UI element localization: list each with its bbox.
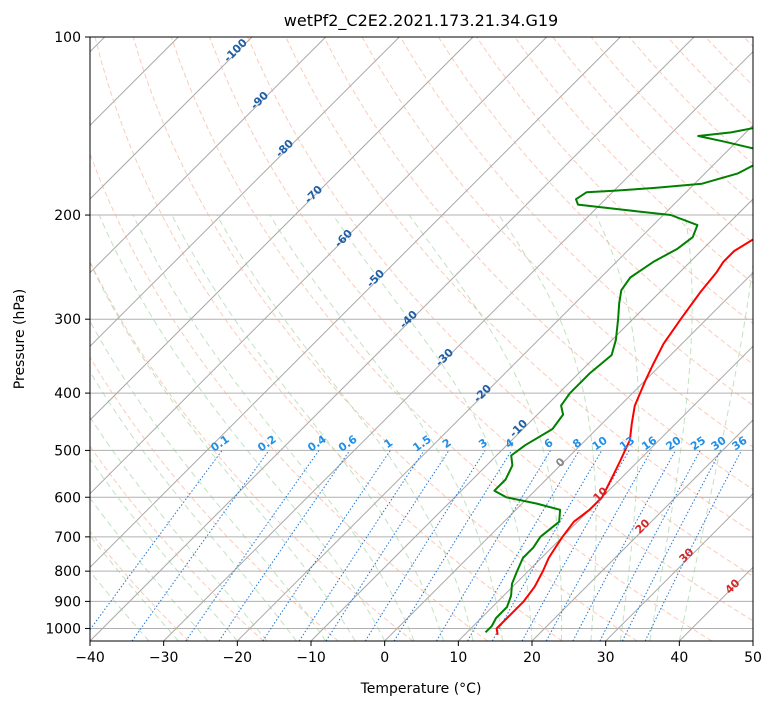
mixing-ratio-line	[572, 450, 676, 641]
dry-adiabat	[94, 37, 563, 641]
isotherm-line	[90, 37, 695, 641]
isotherm-line	[236, 124, 753, 641]
moist-adiabat	[649, 214, 693, 641]
y-tick-label: 300	[54, 312, 81, 328]
x-tick-label: 10	[449, 650, 467, 666]
moist-adiabat	[98, 214, 386, 641]
y-tick-label: 700	[54, 530, 81, 546]
isotherm-line	[90, 37, 548, 495]
dry-adiabat	[132, 37, 638, 641]
y-tick-label: 1000	[45, 621, 81, 637]
moist-adiabat	[678, 260, 753, 641]
y-tick-label: 400	[54, 386, 81, 402]
mixing-ratio-line	[325, 450, 450, 641]
x-axis-title: Temperature (°C)	[360, 681, 482, 697]
dry-adiabat	[170, 37, 712, 641]
y-axis-title: Pressure (hPa)	[12, 289, 28, 389]
x-tick-label: −20	[223, 650, 253, 666]
mixing-ratio-line	[298, 450, 425, 641]
x-tick-label: 40	[670, 650, 688, 666]
dry-adiabat	[514, 37, 753, 284]
dry-adiabat	[90, 445, 264, 641]
moist-adiabat	[132, 214, 415, 641]
isotherm-line	[90, 37, 474, 421]
dry-adiabat	[90, 260, 414, 641]
temperature-line	[495, 238, 753, 635]
x-axis-ticks: −40 −30 −20 −10 0 10 20 30 40 50	[75, 641, 762, 666]
x-tick-label: −40	[75, 650, 105, 666]
moist-adiabat	[90, 458, 238, 641]
y-tick-label: 600	[54, 490, 81, 506]
moist-adiabat	[90, 370, 297, 641]
moist-adiabat	[498, 214, 597, 641]
x-tick-label: 20	[523, 650, 541, 666]
dry-adiabat	[90, 356, 339, 641]
y-tick-label: 200	[54, 208, 81, 224]
mixing-ratio-line	[185, 450, 320, 641]
y-tick-label: 800	[54, 564, 81, 580]
x-tick-label: −30	[149, 650, 179, 666]
isotherm-line	[90, 37, 253, 200]
x-tick-label: 0	[380, 650, 389, 666]
isotherm-line	[90, 37, 400, 348]
isotherm-line	[90, 37, 621, 569]
mixing-ratio-line	[364, 450, 486, 641]
dewpoint-line	[484, 127, 753, 634]
y-tick-label: 500	[54, 443, 81, 459]
isotherm-line	[384, 271, 753, 641]
isotherm-line	[605, 492, 753, 641]
dry-adiabat	[437, 37, 753, 365]
chart-title: wetPf2_C2E2.2021.173.21.34.G19	[284, 11, 558, 31]
mixing-ratio-line	[218, 450, 351, 641]
dry-adiabat	[247, 37, 753, 577]
dry-adiabat	[209, 37, 753, 622]
moist-adiabats	[90, 214, 753, 641]
mixing-ratio-line	[621, 450, 722, 641]
mixing-ratio-line	[435, 450, 552, 641]
y-tick-label: 100	[54, 30, 81, 46]
dry-adiabat	[90, 152, 488, 641]
moist-adiabat	[90, 320, 327, 641]
moist-adiabat	[90, 497, 209, 641]
isotherm-line	[531, 419, 753, 641]
x-tick-label: 50	[744, 650, 762, 666]
dry-adiabats	[90, 37, 753, 641]
dry-adiabat	[90, 530, 190, 641]
y-axis-ticks: 100 200 300 400 500 600 700 800 900 1000	[45, 30, 90, 637]
x-tick-label: −10	[296, 650, 326, 666]
moist-adiabat	[90, 261, 356, 641]
pressure-gridlines	[90, 37, 753, 629]
moist-adiabat	[90, 416, 268, 641]
moist-adiabat	[595, 214, 640, 641]
mixing-ratio-line	[393, 450, 513, 641]
sounding-series	[484, 127, 753, 635]
moist-adiabat	[171, 214, 445, 641]
moist-adiabat	[269, 214, 503, 641]
mixing-ratio-line	[131, 450, 270, 641]
plot-frame	[89, 36, 754, 642]
isotherm-line	[163, 50, 753, 641]
mixing-ratio-line	[599, 450, 701, 641]
mixing-ratio-line	[545, 450, 652, 641]
mixing-ratio-line	[644, 450, 742, 641]
mixing-ratio-line	[262, 450, 391, 641]
x-tick-label: 30	[597, 650, 615, 666]
isotherm-line	[90, 37, 327, 274]
dry-adiabat	[399, 37, 753, 407]
moist-adiabat	[216, 214, 474, 641]
y-tick-label: 900	[54, 594, 81, 610]
mixing-ratio-line	[90, 450, 223, 631]
moist-adiabat	[332, 214, 533, 641]
dry-adiabat	[323, 37, 753, 491]
